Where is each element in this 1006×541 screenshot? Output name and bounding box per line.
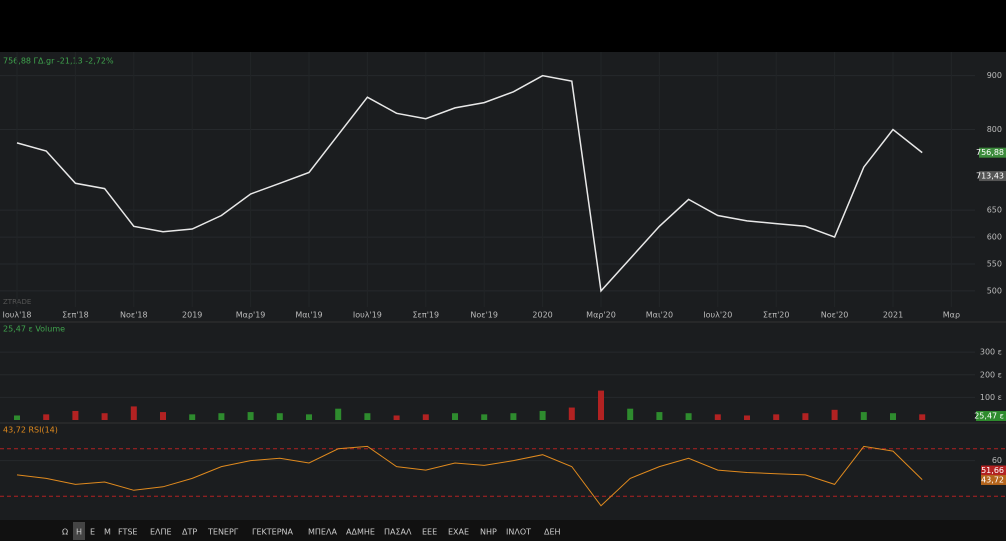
x-tick-label: Μαρ'19 bbox=[236, 311, 266, 320]
y-tick-label: 800 bbox=[987, 125, 1002, 134]
volume-bar bbox=[481, 414, 488, 420]
volume-bar bbox=[714, 414, 721, 420]
rsi-label-box bbox=[981, 465, 1006, 476]
x-tick-label: Μαρ bbox=[943, 311, 960, 320]
volume-bar bbox=[14, 415, 20, 420]
volume-bar bbox=[831, 409, 838, 420]
volume-bar bbox=[685, 413, 692, 420]
toolbar-button[interactable]: Ε bbox=[90, 528, 95, 537]
x-tick-label: Ιουλ'20 bbox=[703, 311, 732, 320]
toolbar bbox=[0, 520, 1006, 541]
volume-last-box bbox=[976, 411, 1006, 421]
toolbar-button[interactable]: ΔΕΗ bbox=[544, 528, 561, 537]
toolbar-button[interactable]: ΕΛΠΕ bbox=[150, 528, 172, 537]
y-tick-label: 650 bbox=[987, 206, 1002, 215]
toolbar-button[interactable]: ΑΔΜΗΕ bbox=[346, 528, 375, 537]
volume-bar bbox=[247, 412, 254, 420]
toolbar-active bbox=[73, 522, 85, 540]
volume-bar bbox=[43, 414, 50, 420]
price-label: 756,88 bbox=[976, 148, 1004, 157]
x-tick-label: Μαι'19 bbox=[295, 311, 322, 320]
toolbar-button[interactable]: ΔΤΡ bbox=[182, 528, 197, 537]
x-tick-label: Μαι'20 bbox=[646, 311, 673, 320]
volume-bar bbox=[393, 415, 400, 420]
y-tick-label: 60 bbox=[992, 456, 1002, 465]
x-tick-label: Νοε'18 bbox=[120, 311, 148, 320]
volume-bar bbox=[218, 413, 225, 420]
volume-bar bbox=[335, 408, 342, 420]
rsi-title: 43,72 RSI(14) bbox=[3, 426, 58, 435]
y-tick-label: 500 bbox=[987, 286, 1002, 295]
volume-bar bbox=[598, 390, 604, 420]
volume-bar bbox=[130, 406, 137, 420]
rsi-line bbox=[16, 445, 923, 507]
price-label-box bbox=[979, 147, 1006, 158]
y-tick-label: 900 bbox=[987, 71, 1002, 80]
toolbar-button[interactable]: Η bbox=[76, 528, 82, 537]
volume-bar bbox=[189, 414, 196, 420]
volume-bar bbox=[627, 408, 634, 420]
volume-bar bbox=[306, 414, 312, 420]
x-tick-label: Ιουλ'19 bbox=[353, 311, 382, 320]
x-tick-label: 2020 bbox=[532, 311, 552, 320]
volume-bar bbox=[422, 414, 429, 420]
chart-background bbox=[0, 52, 1006, 520]
toolbar-button[interactable]: ΙΝΛΟΤ bbox=[506, 528, 531, 537]
y-tick-label: 200 ε bbox=[980, 370, 1002, 379]
x-tick-label: Σεπ'19 bbox=[413, 311, 440, 320]
toolbar-button[interactable]: ΓΕΚΤΕΡΝΑ bbox=[252, 528, 294, 537]
volume-bar bbox=[919, 414, 926, 420]
volume-bar bbox=[568, 407, 575, 420]
toolbar-button[interactable]: Ω bbox=[62, 528, 68, 537]
volume-bar bbox=[510, 413, 517, 420]
volume-bar bbox=[656, 412, 663, 420]
volume-bar bbox=[72, 410, 79, 420]
header-quote: 756,88 ΓΔ.gr -21,13 -2,72% bbox=[3, 57, 114, 66]
rsi-label: 51,66 bbox=[981, 466, 1004, 475]
toolbar-button[interactable]: ΜΠΕΛΑ bbox=[308, 528, 337, 537]
volume-bar bbox=[802, 413, 809, 420]
x-tick-label: Σεπ'18 bbox=[62, 311, 89, 320]
volume-bar bbox=[773, 414, 780, 420]
x-tick-label: Σεπ'20 bbox=[763, 311, 790, 320]
toolbar-button[interactable]: ΕΧΑΕ bbox=[448, 528, 469, 537]
x-tick-label: Ιουλ'18 bbox=[3, 311, 32, 320]
volume-bar bbox=[452, 413, 458, 420]
price-label-box bbox=[979, 171, 1006, 182]
y-tick-label: 600 bbox=[987, 233, 1002, 242]
toolbar-button[interactable]: FTSE bbox=[118, 528, 137, 537]
volume-bar bbox=[160, 412, 166, 420]
rsi-label: 43,72 bbox=[981, 475, 1004, 484]
toolbar-button[interactable]: Μ bbox=[104, 528, 111, 537]
volume-bar bbox=[890, 413, 896, 420]
volume-bar bbox=[276, 413, 283, 420]
volume-bar bbox=[539, 410, 546, 420]
price-label: 713,43 bbox=[976, 172, 1004, 181]
y-tick-label: 550 bbox=[987, 259, 1002, 268]
x-tick-label: Νοε'20 bbox=[821, 311, 849, 320]
volume-bar bbox=[744, 415, 750, 420]
toolbar-button[interactable]: ΤΕΝΕΡΓ bbox=[207, 528, 239, 537]
toolbar-button[interactable]: ΕΕΕ bbox=[422, 528, 437, 537]
volume-last-label: 25,47 ε bbox=[974, 412, 1004, 421]
price-line bbox=[16, 74, 923, 293]
x-tick-label: 2021 bbox=[883, 311, 903, 320]
volume-bar bbox=[101, 413, 108, 420]
toolbar-button[interactable]: ΠΑΣΑΛ bbox=[384, 528, 412, 537]
volume-bar bbox=[364, 413, 371, 420]
y-tick-label: 300 ε bbox=[980, 348, 1002, 357]
x-tick-label: Μαρ'20 bbox=[586, 311, 616, 320]
rsi-label-box bbox=[981, 474, 1006, 485]
x-tick-label: 2019 bbox=[182, 311, 202, 320]
volume-title: 25,47 ε Volume bbox=[3, 325, 65, 334]
volume-bar bbox=[860, 412, 867, 420]
x-tick-label: Νοε'19 bbox=[470, 311, 498, 320]
toolbar-button[interactable]: ΝΗΡ bbox=[480, 528, 497, 537]
y-tick-label: 100 ε bbox=[980, 393, 1002, 402]
